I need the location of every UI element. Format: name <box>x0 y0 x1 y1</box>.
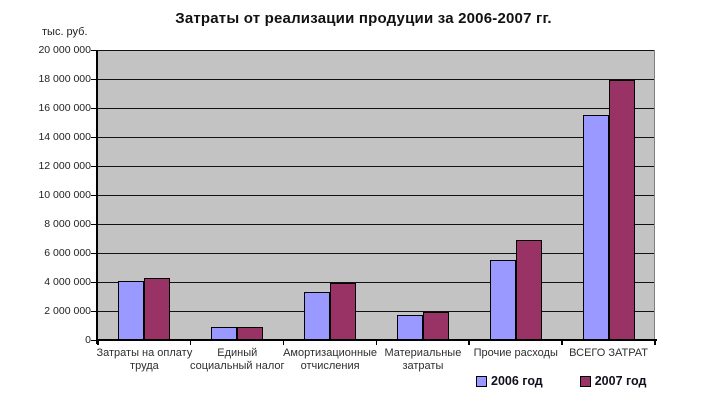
bar-2006-год <box>211 326 238 340</box>
gridline <box>98 252 654 254</box>
category-label-line: социальный налог <box>190 360 285 372</box>
legend-item: 2007 год <box>579 374 647 388</box>
x-axis-tick <box>468 341 470 345</box>
bar-2006-год <box>118 280 145 340</box>
gridline <box>98 281 654 283</box>
category-label-line: труда <box>130 360 159 372</box>
plot-area <box>98 49 655 340</box>
y-axis-tick <box>91 107 97 109</box>
y-axis-tick <box>91 165 97 167</box>
y-tick-label: 10 000 000 <box>38 189 91 201</box>
y-axis-tick <box>91 78 97 80</box>
y-axis-tick <box>91 281 97 283</box>
category-label: Прочие расходы <box>460 347 572 360</box>
legend: 2006 год 2007 год <box>476 374 646 388</box>
category-label-line: Прочие расходы <box>473 347 558 359</box>
gridline <box>98 78 654 80</box>
chart-title: Затраты от реализации продуции за 2006-2… <box>175 10 552 27</box>
bar-2006-год <box>396 315 423 340</box>
bar-2006-год <box>304 292 331 340</box>
legend-label: 2006 год <box>491 374 543 388</box>
y-tick-label: 12 000 000 <box>38 160 91 172</box>
legend-item: 2006 год <box>476 374 543 388</box>
x-axis-tick <box>375 341 377 345</box>
category-label-line: отчисления <box>300 360 360 372</box>
category-label: Амортизационные отчисления <box>274 347 386 373</box>
gridline <box>98 136 654 138</box>
y-axis-tick <box>91 310 97 312</box>
bar-2007-год <box>237 326 264 340</box>
y-tick-label: 14 000 000 <box>38 131 91 143</box>
bar-2007-год <box>330 283 357 340</box>
legend-swatch <box>476 375 487 387</box>
x-axis-tick <box>189 341 192 345</box>
y-axis-line <box>96 50 98 344</box>
x-axis-tick <box>282 341 285 345</box>
bar-2007-год <box>422 312 449 340</box>
category-label: Единый социальный налог <box>181 347 293 373</box>
category-label: ВСЕГО ЗАТРАТ <box>553 347 665 360</box>
y-axis-tick <box>91 223 97 225</box>
gridline <box>98 49 654 51</box>
gridline <box>98 194 654 196</box>
y-tick-label: 16 000 000 <box>38 102 91 114</box>
y-axis-tick <box>91 49 97 51</box>
y-tick-label: 4 000 000 <box>44 276 91 288</box>
category-label-line: затраты <box>402 360 444 372</box>
category-label-line: Амортизационные <box>283 347 378 359</box>
bar-2007-год <box>144 277 171 340</box>
bar-2006-год <box>582 115 609 340</box>
bar-2007-год <box>608 80 635 340</box>
x-axis-line <box>96 339 657 341</box>
category-label: Материальные затраты <box>367 347 479 373</box>
x-axis-tick <box>97 341 99 345</box>
gridline <box>98 223 654 225</box>
category-label-line: Материальные <box>384 347 462 359</box>
y-axis-tick <box>91 194 97 196</box>
gridline <box>98 107 654 109</box>
category-label-line: Затраты на оплату <box>96 347 193 359</box>
bar-2007-год <box>515 239 542 340</box>
legend-label: 2007 год <box>594 374 647 388</box>
bar-2006-год <box>489 260 516 340</box>
category-label-line: ВСЕГО ЗАТРАТ <box>569 347 648 359</box>
gridline <box>98 165 654 167</box>
y-axis-tick <box>91 339 97 341</box>
legend-swatch <box>579 375 591 387</box>
category-label: Затраты на оплату труда <box>88 347 200 373</box>
x-axis-tick <box>654 341 656 345</box>
y-tick-label: 20 000 000 <box>38 44 91 56</box>
y-tick-label: 6 000 000 <box>44 247 91 259</box>
gridline <box>98 310 654 312</box>
y-axis-tick <box>91 252 97 254</box>
y-tick-label: 0 <box>85 334 91 346</box>
y-axis-units-label: тыс. руб. <box>42 26 88 38</box>
y-tick-label: 2 000 000 <box>44 305 91 317</box>
y-tick-label: 8 000 000 <box>44 218 91 230</box>
category-label-line: Единый <box>217 347 258 359</box>
x-axis-tick <box>561 341 563 345</box>
y-tick-label: 18 000 000 <box>38 73 91 85</box>
y-axis-tick <box>91 136 97 138</box>
